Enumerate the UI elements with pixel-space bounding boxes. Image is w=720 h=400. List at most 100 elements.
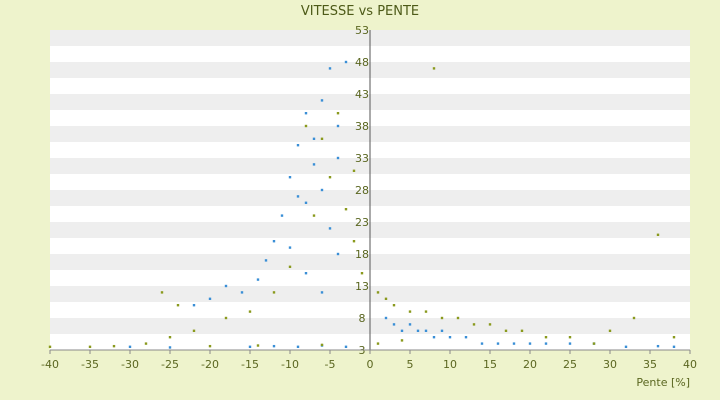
data-point [656,344,660,348]
data-point [328,176,332,179]
data-point [480,342,484,345]
data-point [336,124,340,128]
data-point [544,342,548,345]
data-point [336,252,340,256]
data-point [512,342,516,345]
x-tick-label: -40 [41,358,59,371]
data-point [528,342,532,345]
data-point [624,345,628,348]
y-tick-label: 53 [355,24,369,37]
data-point [256,278,260,281]
data-point [112,344,116,348]
data-point [464,336,468,339]
data-point [608,329,612,332]
x-tick-label: 15 [483,358,497,371]
data-point [352,169,356,172]
data-point [592,342,596,345]
data-point [304,201,308,204]
x-tick-label: 25 [563,358,577,371]
y-tick-label: 28 [355,184,369,197]
data-point [360,272,364,275]
y-tick-label: 48 [355,56,369,69]
x-tick-label: 5 [407,358,414,371]
data-point [544,336,548,339]
data-point [416,329,420,332]
data-point [224,316,228,320]
y-tick-label: 43 [355,88,369,101]
data-point [408,323,412,326]
y-tick-label: 18 [355,248,369,261]
data-point [288,265,292,268]
data-point [272,344,276,348]
data-point [408,310,412,313]
x-axis-label: Pente [%] [636,376,690,389]
data-point [400,329,404,332]
data-point [424,329,428,332]
x-tick-label: 20 [523,358,537,371]
data-point [312,163,316,166]
x-tick-label: -30 [121,358,139,371]
data-point [488,323,492,326]
data-point [224,284,228,288]
data-point [344,345,348,348]
data-point [144,342,148,345]
data-point [272,240,276,243]
data-point [384,316,388,320]
x-tick-label: 0 [367,358,374,371]
data-point [632,316,636,320]
data-point [352,240,356,243]
y-tick-label: 8 [359,312,366,325]
data-point [472,323,476,326]
x-tick-label: -5 [325,358,336,371]
data-point [248,310,252,313]
data-point [208,344,212,348]
chart-title: VITESSE vs PENTE [301,4,419,19]
y-tick-label: 33 [355,152,369,165]
data-point [440,316,444,320]
data-point [376,291,380,294]
data-point [504,329,508,332]
x-tick-label: 10 [443,358,457,371]
data-point [320,343,324,347]
data-point [424,310,428,313]
data-point [336,156,340,160]
x-tick-labels: -40 -35 -30 -25 -20 -15 -10 -5 0 5 10 15 20 25 30 35 40 [41,350,697,371]
data-point [168,346,172,349]
data-point [272,291,276,294]
data-point [328,67,332,70]
data-point [312,214,316,217]
data-point [672,345,676,348]
data-point [280,214,284,217]
x-tick-label: 35 [643,358,657,371]
data-point [384,297,388,300]
data-point [296,195,300,198]
data-point [672,336,676,339]
data-point [48,345,52,348]
y-tick-label: 23 [355,216,369,229]
data-point [304,124,308,128]
data-point [296,144,300,147]
data-points [48,60,676,349]
data-point [312,137,316,140]
data-point [320,291,324,294]
data-point [448,336,452,339]
data-point [344,60,348,64]
data-point [264,259,268,262]
data-point [256,344,260,347]
x-tick-label: -20 [201,358,219,371]
x-tick-label: 40 [683,358,697,371]
data-point [328,227,332,230]
data-point [392,304,396,307]
y-tick-label: 13 [355,280,369,293]
data-point [568,336,572,339]
data-point [496,342,500,345]
data-point [160,291,164,294]
data-point [440,329,444,332]
data-point [288,246,292,249]
data-point [248,345,252,348]
data-point [392,323,396,326]
data-point [304,112,308,115]
x-tick-label: 30 [603,358,617,371]
data-point [568,342,572,345]
